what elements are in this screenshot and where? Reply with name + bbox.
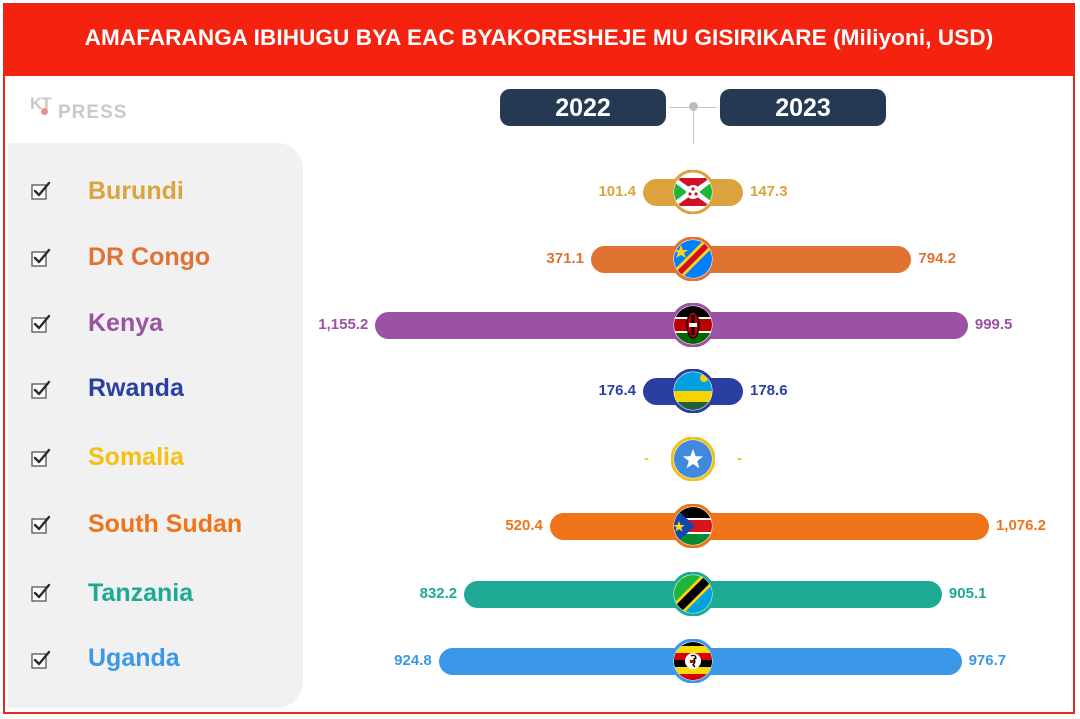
- country-label: Kenya: [88, 309, 164, 337]
- value-label-2022: 924.8: [394, 652, 432, 669]
- value-label-2023: 999.5: [974, 316, 1013, 333]
- value-label-2022: 371.1: [546, 250, 584, 267]
- country-label: DR Congo: [88, 243, 211, 271]
- value-label-2023: 178.6: [750, 382, 788, 399]
- country-label: South Sudan: [88, 510, 243, 538]
- value-label-2022: -: [644, 450, 649, 467]
- somalia-flag-icon: [670, 436, 716, 482]
- dr-congo-flag-icon: [670, 236, 716, 282]
- kenya-flag-icon: [670, 302, 716, 348]
- year-2023-label: 2023: [720, 89, 886, 126]
- value-label-2022: 1,155.2: [318, 316, 369, 333]
- chart-frame: [3, 3, 1075, 714]
- checkbox-checked-icon: [31, 582, 51, 602]
- chart-title: AMAFARANGA IBIHUGU BYA EAC BYAKORESHEJE …: [84, 25, 994, 50]
- logo-dot: [41, 108, 48, 115]
- checkbox-checked-icon: [31, 649, 51, 669]
- bar: [549, 513, 989, 540]
- value-label-2023: 905.1: [948, 585, 987, 602]
- country-label: Burundi: [88, 177, 184, 205]
- year-2022-label: 2022: [500, 89, 666, 126]
- center-axis: [693, 104, 694, 144]
- value-label-2022: 176.4: [598, 382, 636, 399]
- value-label-2023: 1,076.2: [995, 517, 1046, 534]
- value-label-2022: 101.4: [598, 183, 636, 200]
- value-label-2022: 520.4: [505, 517, 543, 534]
- uganda-flag-icon: [670, 638, 716, 684]
- bar: [590, 246, 912, 273]
- checkbox-checked-icon: [31, 447, 51, 467]
- checkbox-checked-icon: [31, 180, 51, 200]
- country-label: Tanzania: [88, 579, 194, 607]
- south-sudan-flag-icon: [670, 503, 716, 549]
- value-label-2023: 147.3: [750, 183, 788, 200]
- checkbox-checked-icon: [31, 247, 51, 267]
- value-label-2022: 832.2: [419, 585, 458, 602]
- checkbox-checked-icon: [31, 313, 51, 333]
- value-label-2023: 976.7: [968, 652, 1007, 669]
- logo-text: PRESS: [58, 102, 128, 123]
- axis-dot: [689, 102, 698, 111]
- tanzania-flag-icon: [670, 571, 716, 617]
- rwanda-flag-icon: [670, 368, 716, 414]
- country-list-panel: [8, 143, 303, 708]
- burundi-flag-icon: [670, 169, 716, 215]
- title-bar: AMAFARANGA IBIHUGU BYA EAC BYAKORESHEJE …: [3, 3, 1075, 76]
- country-label: Somalia: [88, 443, 184, 471]
- country-label: Rwanda: [88, 374, 184, 402]
- value-label-2023: -: [737, 450, 742, 467]
- country-label: Uganda: [88, 644, 180, 672]
- value-label-2023: 794.2: [918, 250, 956, 267]
- checkbox-checked-icon: [31, 379, 51, 399]
- checkbox-checked-icon: [31, 514, 51, 534]
